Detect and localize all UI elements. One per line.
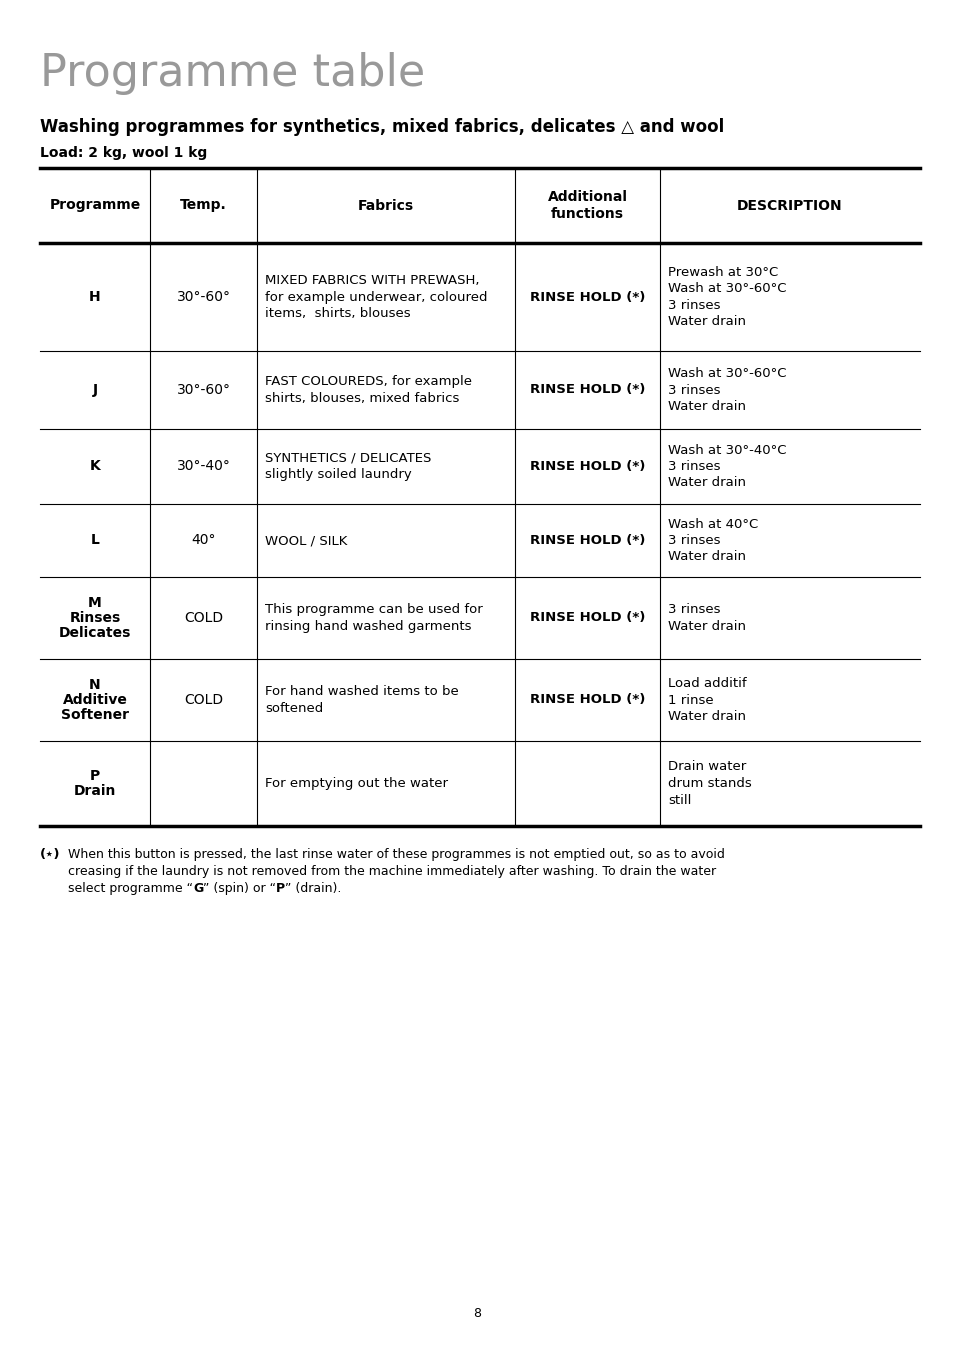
Text: ” (drain).: ” (drain). (285, 882, 341, 894)
Text: WOOL / SILK: WOOL / SILK (265, 534, 347, 547)
Text: K: K (90, 459, 100, 473)
Text: SYNTHETICS / DELICATES
slightly soiled laundry: SYNTHETICS / DELICATES slightly soiled l… (265, 451, 431, 481)
Text: G: G (193, 882, 203, 894)
Text: Fabrics: Fabrics (357, 199, 414, 212)
Text: J: J (92, 382, 97, 397)
Text: MIXED FABRICS WITH PREWASH,
for example underwear, coloured
items,  shirts, blou: MIXED FABRICS WITH PREWASH, for example … (265, 274, 487, 320)
Text: Programme table: Programme table (40, 51, 425, 95)
Text: This programme can be used for
rinsing hand washed garments: This programme can be used for rinsing h… (265, 604, 482, 632)
Text: M: M (88, 596, 102, 611)
Text: (⋆): (⋆) (40, 848, 60, 861)
Text: Wash at 30°-40°C
3 rinses
Water drain: Wash at 30°-40°C 3 rinses Water drain (667, 443, 785, 489)
Text: select programme “: select programme “ (68, 882, 193, 894)
Text: Temp.: Temp. (180, 199, 227, 212)
Text: RINSE HOLD (*): RINSE HOLD (*) (529, 612, 644, 624)
Text: 30°-60°: 30°-60° (176, 382, 231, 397)
Text: P: P (276, 882, 285, 894)
Text: Washing programmes for synthetics, mixed fabrics, delicates △ and wool: Washing programmes for synthetics, mixed… (40, 118, 723, 136)
Text: N: N (89, 678, 101, 692)
Text: Prewash at 30°C
Wash at 30°-60°C
3 rinses
Water drain: Prewash at 30°C Wash at 30°-60°C 3 rinse… (667, 266, 785, 328)
Text: 30°-40°: 30°-40° (176, 459, 231, 473)
Text: 40°: 40° (191, 534, 215, 547)
Text: Additional
functions: Additional functions (547, 190, 627, 222)
Text: RINSE HOLD (*): RINSE HOLD (*) (529, 384, 644, 396)
Text: COLD: COLD (184, 611, 223, 626)
Text: When this button is pressed, the last rinse water of these programmes is not emp: When this button is pressed, the last ri… (68, 848, 724, 861)
Text: creasing if the laundry is not removed from the machine immediately after washin: creasing if the laundry is not removed f… (68, 865, 716, 878)
Text: L: L (91, 534, 99, 547)
Text: 30°-60°: 30°-60° (176, 290, 231, 304)
Text: Programme: Programme (50, 199, 140, 212)
Text: RINSE HOLD (*): RINSE HOLD (*) (529, 534, 644, 547)
Text: For hand washed items to be
softened: For hand washed items to be softened (265, 685, 458, 715)
Text: RINSE HOLD (*): RINSE HOLD (*) (529, 290, 644, 304)
Text: Drain: Drain (73, 784, 116, 798)
Text: Softener: Softener (61, 708, 129, 721)
Text: For emptying out the water: For emptying out the water (265, 777, 448, 790)
Text: Drain water
drum stands
still: Drain water drum stands still (667, 761, 751, 807)
Text: RINSE HOLD (*): RINSE HOLD (*) (529, 459, 644, 473)
Text: Load: 2 kg, wool 1 kg: Load: 2 kg, wool 1 kg (40, 146, 207, 159)
Text: COLD: COLD (184, 693, 223, 707)
Text: H: H (89, 290, 101, 304)
Text: Wash at 40°C
3 rinses
Water drain: Wash at 40°C 3 rinses Water drain (667, 517, 758, 563)
Text: RINSE HOLD (*): RINSE HOLD (*) (529, 693, 644, 707)
Text: ” (spin) or “: ” (spin) or “ (203, 882, 276, 894)
Text: 8: 8 (473, 1306, 480, 1320)
Text: DESCRIPTION: DESCRIPTION (737, 199, 841, 212)
Text: P: P (90, 769, 100, 784)
Text: 3 rinses
Water drain: 3 rinses Water drain (667, 604, 745, 632)
Text: FAST COLOUREDS, for example
shirts, blouses, mixed fabrics: FAST COLOUREDS, for example shirts, blou… (265, 376, 472, 405)
Text: Additive: Additive (63, 693, 128, 707)
Text: Wash at 30°-60°C
3 rinses
Water drain: Wash at 30°-60°C 3 rinses Water drain (667, 367, 785, 413)
Text: Load additif
1 rinse
Water drain: Load additif 1 rinse Water drain (667, 677, 746, 723)
Text: Rinses: Rinses (70, 611, 120, 626)
Text: Delicates: Delicates (59, 626, 132, 640)
